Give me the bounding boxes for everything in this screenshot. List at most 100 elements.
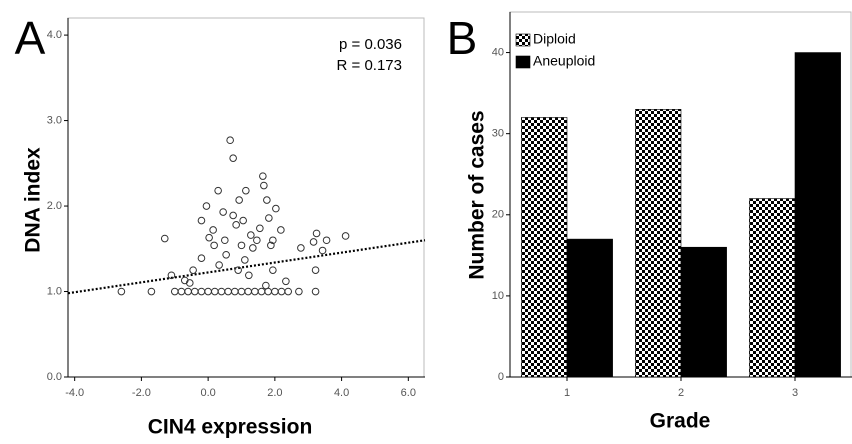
x-tick-label: 4.0 xyxy=(334,387,349,399)
data-point xyxy=(229,211,237,220)
data-point xyxy=(271,287,279,296)
data-point xyxy=(197,287,206,296)
data-point xyxy=(202,202,211,210)
data-point xyxy=(185,279,194,287)
data-point xyxy=(295,287,303,296)
x-tick-label: 6.0 xyxy=(401,387,416,399)
data-point xyxy=(217,287,226,296)
data-point xyxy=(214,186,222,195)
panel-label: A xyxy=(15,12,46,64)
data-point xyxy=(219,208,227,216)
data-point xyxy=(269,236,277,245)
data-point xyxy=(197,216,206,225)
data-point xyxy=(311,266,320,274)
data-point xyxy=(260,181,268,190)
x-tick-label: 2 xyxy=(678,387,684,399)
data-point xyxy=(209,226,217,234)
data-point xyxy=(282,277,290,286)
data-point xyxy=(190,287,199,296)
data-point xyxy=(244,287,252,296)
y-tick-label: 10 xyxy=(492,290,504,302)
data-point xyxy=(256,224,264,233)
data-point xyxy=(311,287,320,296)
legend-label: Aneuploid xyxy=(533,53,595,69)
trend-line xyxy=(67,239,426,295)
data-point xyxy=(177,287,186,296)
data-point xyxy=(234,266,242,274)
x-tick-label: 0.0 xyxy=(200,387,215,399)
legend-label: Diploid xyxy=(533,31,576,47)
data-point xyxy=(167,271,176,280)
data-point xyxy=(221,236,229,245)
data-point xyxy=(197,254,206,262)
panel-label: B xyxy=(447,12,478,64)
data-point xyxy=(251,287,259,296)
data-point xyxy=(242,186,250,195)
data-point xyxy=(204,287,212,296)
data-point xyxy=(269,266,277,274)
y-tick-label: 20 xyxy=(492,209,504,221)
data-point xyxy=(272,204,280,213)
data-point xyxy=(117,287,126,296)
data-point xyxy=(215,261,223,269)
annotation: p = 0.036 xyxy=(339,36,402,53)
data-point xyxy=(312,229,321,238)
data-point xyxy=(147,287,156,296)
data-point xyxy=(211,287,219,296)
bar xyxy=(680,246,727,378)
data-point xyxy=(264,287,272,296)
data-point xyxy=(318,246,327,255)
data-point xyxy=(231,287,239,296)
data-point xyxy=(229,154,237,162)
data-point xyxy=(224,287,232,296)
legend-swatch xyxy=(515,33,531,47)
x-tick-label: -4.0 xyxy=(65,387,84,399)
data-point xyxy=(267,241,275,250)
data-point xyxy=(232,221,240,229)
legend-swatch xyxy=(515,55,531,69)
data-point xyxy=(170,287,179,296)
data-point xyxy=(259,172,267,180)
data-point xyxy=(309,238,318,246)
x-axis-title: CIN4 expression xyxy=(148,416,313,439)
x-tick-label: -2.0 xyxy=(132,387,151,399)
data-point xyxy=(297,244,305,252)
y-axis-title: Number of cases xyxy=(466,110,489,279)
data-point xyxy=(235,196,243,204)
x-tick-label: 3 xyxy=(792,387,798,399)
x-tick-label: 1 xyxy=(564,387,570,399)
x-axis-title: Grade xyxy=(650,410,711,433)
bar xyxy=(749,198,796,378)
data-point xyxy=(322,236,331,245)
y-tick-label: 40 xyxy=(492,46,504,58)
y-tick-label: 0.0 xyxy=(47,371,62,383)
data-point xyxy=(277,226,285,234)
data-point xyxy=(284,287,293,296)
data-point xyxy=(265,214,273,222)
data-point xyxy=(257,287,266,296)
data-point xyxy=(277,287,286,296)
y-tick-label: 4.0 xyxy=(47,29,62,41)
data-point xyxy=(222,250,230,259)
x-tick-label: 2.0 xyxy=(267,387,282,399)
y-tick-label: 30 xyxy=(492,128,504,140)
bar xyxy=(566,238,613,378)
y-tick-label: 1.0 xyxy=(47,285,62,297)
data-point xyxy=(241,256,249,264)
y-tick-label: 0 xyxy=(498,371,504,383)
data-point xyxy=(184,287,192,296)
annotation: R = 0.173 xyxy=(337,57,402,74)
data-point xyxy=(245,271,253,280)
data-point xyxy=(226,136,234,145)
bar xyxy=(794,52,841,378)
data-point xyxy=(237,287,246,296)
data-point xyxy=(189,266,197,274)
data-point xyxy=(249,244,257,252)
y-tick-label: 3.0 xyxy=(47,114,62,126)
data-point xyxy=(160,234,169,243)
data-point xyxy=(237,241,246,250)
data-point xyxy=(341,232,350,240)
data-point xyxy=(247,231,255,239)
data-point xyxy=(253,236,261,245)
